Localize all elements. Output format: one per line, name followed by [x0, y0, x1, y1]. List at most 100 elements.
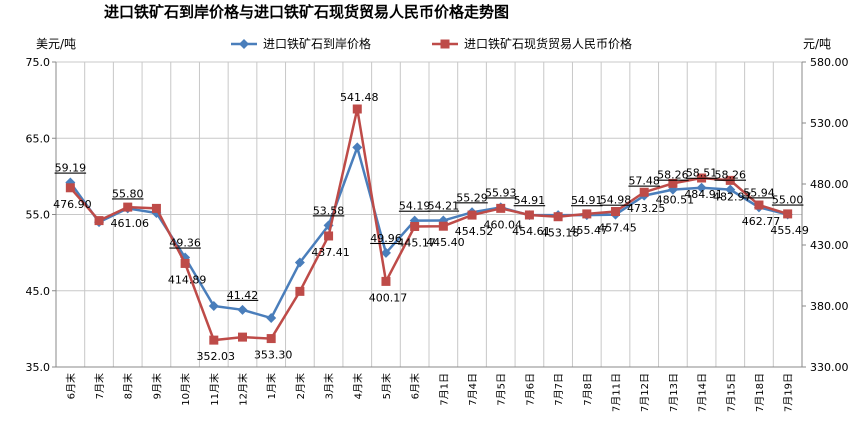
y-right-tick-label: 430.00: [810, 239, 849, 252]
point-marker: [496, 203, 506, 213]
x-tick-label: 7月14日: [697, 373, 709, 412]
point-marker: [467, 210, 477, 220]
data-label: 41.42: [227, 289, 259, 302]
x-tick-label: 5月末: [380, 373, 393, 399]
data-label: 55.29: [456, 191, 488, 204]
x-tick-label: 6月末: [64, 373, 77, 399]
x-tick-label: 7月8日: [582, 373, 594, 406]
point-marker: [237, 304, 248, 315]
point-marker: [65, 183, 75, 193]
data-label: 58.26: [657, 169, 689, 182]
data-label: 49.96: [370, 232, 402, 245]
data-label: 57.48: [628, 175, 660, 188]
legend-marker: [239, 39, 249, 49]
data-label: 55.80: [112, 187, 144, 200]
point-marker: [180, 258, 190, 268]
data-label: 454.52: [455, 225, 494, 238]
data-label: 541.48: [340, 91, 379, 104]
data-label: 59.19: [55, 162, 87, 175]
series-line-0: [69, 143, 788, 320]
point-marker: [238, 332, 247, 342]
x-tick-label: 10月末: [179, 373, 192, 406]
y-right-tick-label: 380.00: [810, 300, 849, 313]
y-left-tick-label: 55.0: [26, 209, 51, 222]
chart-title: 进口铁矿石到岸价格与进口铁矿石现货贸易人民币价格走势图: [104, 3, 509, 21]
point-marker: [123, 202, 133, 212]
point-marker: [524, 210, 534, 220]
point-marker: [725, 175, 735, 185]
data-label: 473.25: [627, 202, 666, 215]
data-label: 55.94: [743, 186, 775, 199]
data-label: 437.41: [311, 246, 350, 259]
y-right-tick-label: 580.00: [810, 56, 849, 69]
point-marker: [639, 187, 649, 197]
point-marker: [294, 257, 305, 268]
x-tick-label: 7月4日: [467, 373, 479, 406]
data-label: 353.30: [254, 349, 293, 362]
point-marker: [410, 221, 420, 231]
x-tick-label: 7月6日: [524, 373, 536, 406]
point-marker: [208, 301, 219, 311]
x-tick-label: 7月15日: [725, 373, 737, 412]
data-label: 453.18: [541, 227, 580, 240]
data-label: 445.40: [426, 236, 465, 249]
data-label: 49.36: [169, 237, 201, 250]
legend-label: 进口铁矿石现货贸易人民币价格: [464, 36, 632, 51]
x-tick-label: 9月末: [150, 373, 163, 399]
x-tick-label: 11月末: [208, 373, 221, 406]
data-label: 54.91: [571, 194, 603, 207]
data-label: 55.93: [485, 186, 517, 199]
series-layer: [65, 104, 793, 345]
x-tick-label: 7月12日: [639, 373, 651, 412]
y-left-tick-label: 35.0: [26, 361, 51, 374]
x-tick-label: 12月末: [237, 373, 250, 406]
y-right-tick-label: 330.00: [810, 361, 849, 374]
x-tick-label: 4月末: [351, 373, 364, 399]
data-label: 54.91: [514, 194, 546, 207]
grid: [55, 61, 803, 368]
x-tick-label: 6月末: [409, 373, 422, 399]
data-label: 55.00: [772, 194, 804, 207]
legend-marker: [440, 39, 450, 49]
point-marker: [380, 247, 391, 258]
point-marker: [352, 104, 362, 114]
data-label: 455.49: [770, 224, 809, 237]
y-right-tick-label: 530.00: [810, 117, 849, 130]
point-marker: [266, 334, 276, 344]
y-left-unit: 美元/吨: [36, 37, 76, 51]
series-line-1: [69, 108, 789, 342]
y-left-tick-label: 45.0: [26, 285, 51, 298]
data-label: 54.21: [428, 200, 460, 213]
point-marker: [151, 203, 161, 213]
point-marker: [611, 207, 620, 217]
data-label: 461.06: [110, 217, 149, 230]
x-tick-label: 7月11日: [611, 373, 623, 412]
x-tick-label: 7月末: [93, 373, 106, 399]
x-tick-label: 2月末: [294, 373, 307, 399]
axes: 35.0 45.0 55.0 65.0 75.0 330.00 380.00 430.00 48…: [26, 56, 849, 412]
point-marker: [295, 286, 305, 296]
data-label: 457.45: [598, 222, 637, 235]
data-label: 400.17: [369, 291, 408, 304]
y-left-tick-label: 75.0: [26, 56, 51, 69]
data-label: 455.47: [570, 224, 609, 237]
data-label: 482.97: [713, 190, 752, 203]
point-marker: [754, 200, 764, 210]
point-marker: [352, 142, 363, 153]
x-tick-label: 8月末: [122, 373, 135, 399]
data-label: 352.03: [197, 350, 236, 363]
legend: 进口铁矿石到岸价格 进口铁矿石现货贸易人民币价格: [231, 36, 632, 51]
data-label: 476.90: [53, 198, 92, 211]
point-marker: [209, 335, 219, 345]
data-label: 462.77: [742, 215, 781, 228]
point-marker: [266, 313, 277, 324]
data-label: 58.26: [715, 169, 747, 182]
y-left-tick-label: 65.0: [26, 132, 51, 145]
data-label: 58.51: [686, 167, 718, 180]
data-label: 445.17: [397, 236, 436, 249]
x-tick-label: 7月19日: [783, 373, 795, 412]
data-label: 484.91: [684, 188, 723, 201]
y-right-tick-label: 480.00: [810, 178, 849, 191]
data-label: 54.98: [600, 194, 632, 207]
point-marker: [438, 221, 448, 231]
